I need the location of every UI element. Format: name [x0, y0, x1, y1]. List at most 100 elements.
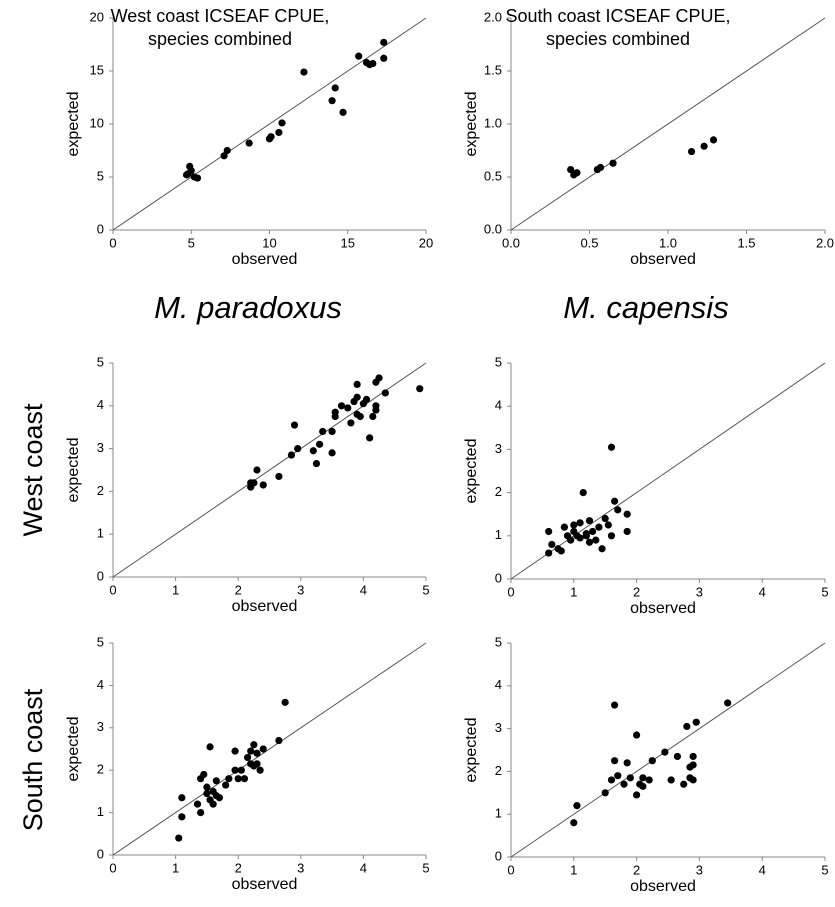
point: [187, 167, 195, 175]
point: [611, 701, 619, 709]
y-tick-label: 5: [97, 354, 104, 369]
y-axis-label: expected: [463, 92, 480, 157]
x-tick-label: 0: [109, 860, 116, 875]
identity-line: [112, 17, 427, 231]
y-tick-label: 0.5: [484, 168, 502, 183]
point: [623, 759, 631, 767]
point: [381, 389, 389, 397]
y-tick-label: 2: [495, 484, 502, 499]
y-axis-label: expected: [463, 718, 480, 783]
point: [178, 794, 186, 802]
point: [692, 718, 700, 726]
x-tick-label: 0: [109, 582, 116, 597]
point: [356, 412, 364, 421]
y-tick-label: 0: [97, 221, 104, 236]
point: [573, 169, 581, 177]
point: [601, 789, 609, 797]
point: [312, 459, 321, 468]
point: [315, 440, 324, 448]
y-tick-label: 5: [495, 634, 502, 649]
y-tick-label: 0: [97, 846, 104, 861]
point: [585, 538, 594, 546]
point: [611, 497, 619, 505]
point: [576, 519, 584, 527]
point: [623, 510, 631, 518]
panel: 0 1 2 3 4 5 0 1 2 3 4 5 observed expected: [463, 634, 829, 895]
point: [557, 547, 565, 555]
point: [182, 171, 191, 179]
x-tick-label: 2: [235, 860, 242, 875]
y-tick-label: 4: [97, 677, 104, 692]
y-tick-label: 1: [495, 527, 502, 542]
point: [689, 761, 697, 769]
column-label: M. paradoxus: [154, 290, 342, 325]
point: [667, 776, 675, 784]
x-tick-label: 2: [235, 582, 242, 597]
point: [645, 776, 653, 784]
x-tick-label: 3: [696, 584, 703, 599]
point: [582, 532, 590, 540]
y-axis-label: expected: [463, 439, 480, 504]
point: [687, 147, 696, 156]
point: [592, 536, 600, 544]
point: [585, 517, 594, 525]
point: [362, 395, 371, 403]
point: [309, 447, 317, 455]
point: [353, 393, 361, 401]
x-axis-label: observed: [232, 251, 298, 268]
chart-title: species combined: [148, 29, 292, 49]
y-tick-label: 1: [97, 526, 104, 541]
point: [633, 731, 641, 739]
point: [237, 766, 245, 774]
point: [567, 165, 575, 174]
y-tick-label: 1.0: [484, 115, 502, 130]
point: [611, 757, 619, 765]
point: [545, 549, 553, 557]
point: [287, 451, 296, 459]
chart-title: South coast ICSEAF CPUE,: [505, 6, 730, 26]
point: [300, 68, 308, 76]
point: [247, 747, 255, 755]
point: [212, 777, 220, 785]
x-tick-label: 2: [633, 584, 640, 599]
y-tick-label: 2: [495, 763, 502, 778]
y-tick-label: 2: [97, 483, 104, 498]
x-tick-label: 1.0: [659, 235, 677, 250]
point: [366, 434, 374, 442]
point: [620, 780, 628, 788]
y-tick-label: 0: [97, 568, 104, 583]
y-axis-label: expected: [65, 717, 82, 782]
point: [570, 521, 578, 529]
point: [200, 770, 208, 779]
identity-line: [510, 17, 826, 231]
x-tick-label: 5: [821, 584, 828, 599]
x-tick-label: 3: [696, 862, 703, 877]
y-axis-label: expected: [65, 92, 82, 157]
point: [570, 819, 578, 827]
point: [604, 521, 612, 529]
point: [209, 800, 217, 808]
point: [633, 791, 641, 799]
x-tick-label: 3: [297, 582, 304, 597]
x-tick-label: 1: [570, 862, 577, 877]
y-tick-label: 20: [90, 9, 104, 24]
point: [347, 419, 355, 427]
point: [225, 775, 233, 783]
y-tick-label: 3: [97, 440, 104, 455]
point: [623, 527, 631, 536]
point: [375, 374, 383, 382]
point: [193, 800, 202, 808]
point: [673, 752, 682, 761]
point: [253, 760, 261, 768]
point: [639, 774, 647, 782]
point: [680, 780, 688, 788]
x-tick-label: 15: [341, 235, 355, 250]
x-tick-label: 1: [172, 582, 179, 597]
x-axis-label: observed: [630, 878, 696, 895]
x-tick-label: 4: [360, 582, 367, 597]
point: [573, 802, 581, 810]
point: [331, 84, 339, 92]
point: [344, 404, 352, 412]
point: [639, 782, 647, 790]
point: [275, 736, 283, 745]
